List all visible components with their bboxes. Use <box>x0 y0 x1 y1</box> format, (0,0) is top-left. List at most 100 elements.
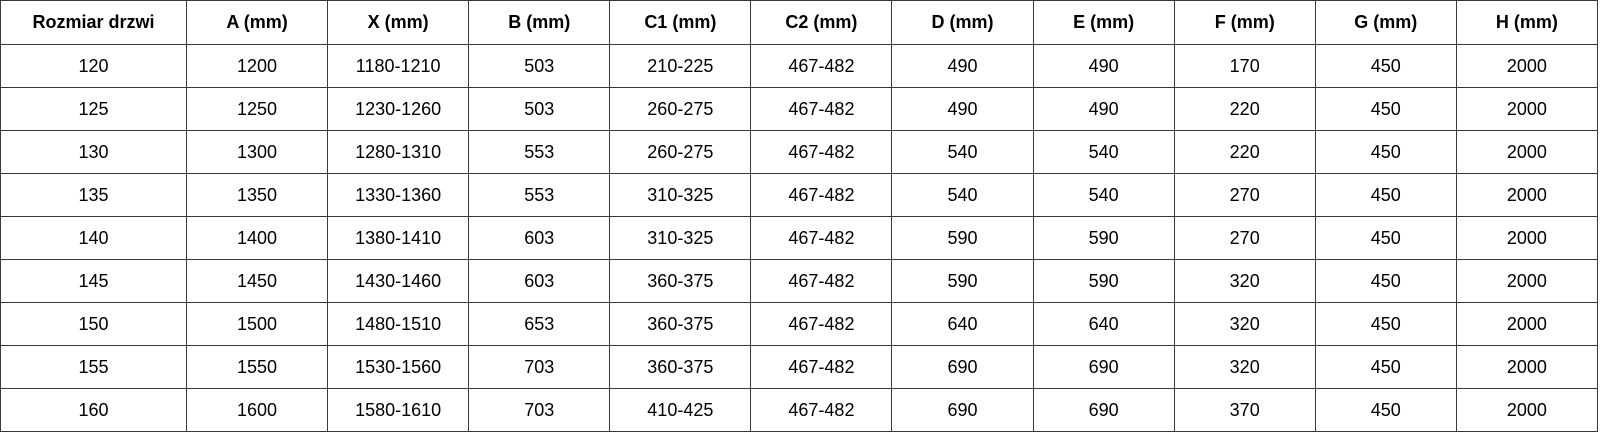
column-header: H (mm) <box>1455 0 1599 45</box>
table-cell: 1580-1610 <box>327 388 470 432</box>
table-cell: 410-425 <box>609 388 752 432</box>
table-row: 150 1500 1480-1510 653 360-375 467-482 640 640 3… <box>0 302 1599 346</box>
table-cell: 1330-1360 <box>327 173 470 217</box>
table-cell: 2000 <box>1455 130 1599 174</box>
table-cell: 1430-1460 <box>327 259 470 303</box>
table-cell: 270 <box>1173 173 1316 217</box>
column-header: G (mm) <box>1314 0 1457 45</box>
table-row: 135 1350 1330-1360 553 310-325 467-482 540 540 2… <box>0 173 1599 217</box>
table-cell: 450 <box>1314 388 1457 432</box>
table-cell: 150 <box>0 302 187 346</box>
table-cell: 320 <box>1173 345 1316 389</box>
table-cell: 603 <box>468 259 611 303</box>
table-cell: 450 <box>1314 173 1457 217</box>
table-cell: 467-482 <box>750 216 893 260</box>
table-cell: 590 <box>891 216 1034 260</box>
table-cell: 1550 <box>185 345 329 389</box>
table-cell: 467-482 <box>750 44 893 88</box>
table-cell: 1380-1410 <box>327 216 470 260</box>
table-cell: 490 <box>1032 87 1175 131</box>
table-cell: 553 <box>468 173 611 217</box>
dimensions-table: Rozmiar drzwi A (mm) X (mm) B (mm) C1 (mm) C2… <box>0 0 1599 432</box>
table-cell: 1280-1310 <box>327 130 470 174</box>
table-row: 140 1400 1380-1410 603 310-325 467-482 590 590 2… <box>0 216 1599 260</box>
table-cell: 2000 <box>1455 388 1599 432</box>
table-cell: 2000 <box>1455 259 1599 303</box>
table-cell: 370 <box>1173 388 1316 432</box>
table-cell: 450 <box>1314 345 1457 389</box>
table-cell: 1200 <box>185 44 329 88</box>
table-cell: 553 <box>468 130 611 174</box>
table-cell: 130 <box>0 130 187 174</box>
table-cell: 270 <box>1173 216 1316 260</box>
table-cell: 450 <box>1314 216 1457 260</box>
table-cell: 1300 <box>185 130 329 174</box>
table-cell: 120 <box>0 44 187 88</box>
table-cell: 690 <box>891 345 1034 389</box>
table-cell: 1350 <box>185 173 329 217</box>
table-cell: 135 <box>0 173 187 217</box>
table-cell: 690 <box>1032 345 1175 389</box>
table-cell: 1450 <box>185 259 329 303</box>
table-cell: 450 <box>1314 302 1457 346</box>
column-header: Rozmiar drzwi <box>0 0 187 45</box>
table-cell: 540 <box>1032 173 1175 217</box>
table-cell: 540 <box>1032 130 1175 174</box>
table-cell: 450 <box>1314 44 1457 88</box>
column-header: D (mm) <box>891 0 1034 45</box>
table-cell: 540 <box>891 130 1034 174</box>
table-cell: 2000 <box>1455 216 1599 260</box>
table-cell: 210-225 <box>609 44 752 88</box>
table-cell: 1400 <box>185 216 329 260</box>
table-cell: 1530-1560 <box>327 345 470 389</box>
table-cell: 467-482 <box>750 388 893 432</box>
table-cell: 2000 <box>1455 87 1599 131</box>
table-row: 125 1250 1230-1260 503 260-275 467-482 490 490 2… <box>0 87 1599 131</box>
header-row: Rozmiar drzwi A (mm) X (mm) B (mm) C1 (mm) C2… <box>0 0 1599 45</box>
column-header: B (mm) <box>468 0 611 45</box>
table-cell: 640 <box>1032 302 1175 346</box>
table-cell: 2000 <box>1455 44 1599 88</box>
table-cell: 320 <box>1173 259 1316 303</box>
table-cell: 467-482 <box>750 259 893 303</box>
table-cell: 467-482 <box>750 345 893 389</box>
column-header: E (mm) <box>1032 0 1175 45</box>
column-header: A (mm) <box>185 0 329 45</box>
table-cell: 450 <box>1314 259 1457 303</box>
table-cell: 467-482 <box>750 302 893 346</box>
table-cell: 1500 <box>185 302 329 346</box>
table-cell: 360-375 <box>609 302 752 346</box>
table-cell: 490 <box>1032 44 1175 88</box>
table-cell: 690 <box>1032 388 1175 432</box>
table-cell: 360-375 <box>609 259 752 303</box>
table-cell: 503 <box>468 44 611 88</box>
table-cell: 467-482 <box>750 173 893 217</box>
table-cell: 310-325 <box>609 173 752 217</box>
table-cell: 703 <box>468 345 611 389</box>
table-cell: 360-375 <box>609 345 752 389</box>
table-cell: 145 <box>0 259 187 303</box>
table-cell: 1180-1210 <box>327 44 470 88</box>
table-cell: 653 <box>468 302 611 346</box>
table-cell: 1250 <box>185 87 329 131</box>
table-cell: 590 <box>891 259 1034 303</box>
table-cell: 1600 <box>185 388 329 432</box>
table-row: 145 1450 1430-1460 603 360-375 467-482 590 590 3… <box>0 259 1599 303</box>
table-cell: 160 <box>0 388 187 432</box>
table-cell: 590 <box>1032 216 1175 260</box>
table-cell: 260-275 <box>609 87 752 131</box>
table-row: 155 1550 1530-1560 703 360-375 467-482 690 690 3… <box>0 345 1599 389</box>
table-cell: 703 <box>468 388 611 432</box>
table-cell: 2000 <box>1455 302 1599 346</box>
table-cell: 690 <box>891 388 1034 432</box>
table-row: 160 1600 1580-1610 703 410-425 467-482 690 690 3… <box>0 388 1599 432</box>
table-cell: 220 <box>1173 130 1316 174</box>
table-cell: 490 <box>891 87 1034 131</box>
table-cell: 155 <box>0 345 187 389</box>
table-row: 130 1300 1280-1310 553 260-275 467-482 540 540 2… <box>0 130 1599 174</box>
table-cell: 140 <box>0 216 187 260</box>
table-cell: 540 <box>891 173 1034 217</box>
table-cell: 260-275 <box>609 130 752 174</box>
table-cell: 590 <box>1032 259 1175 303</box>
table-cell: 450 <box>1314 130 1457 174</box>
